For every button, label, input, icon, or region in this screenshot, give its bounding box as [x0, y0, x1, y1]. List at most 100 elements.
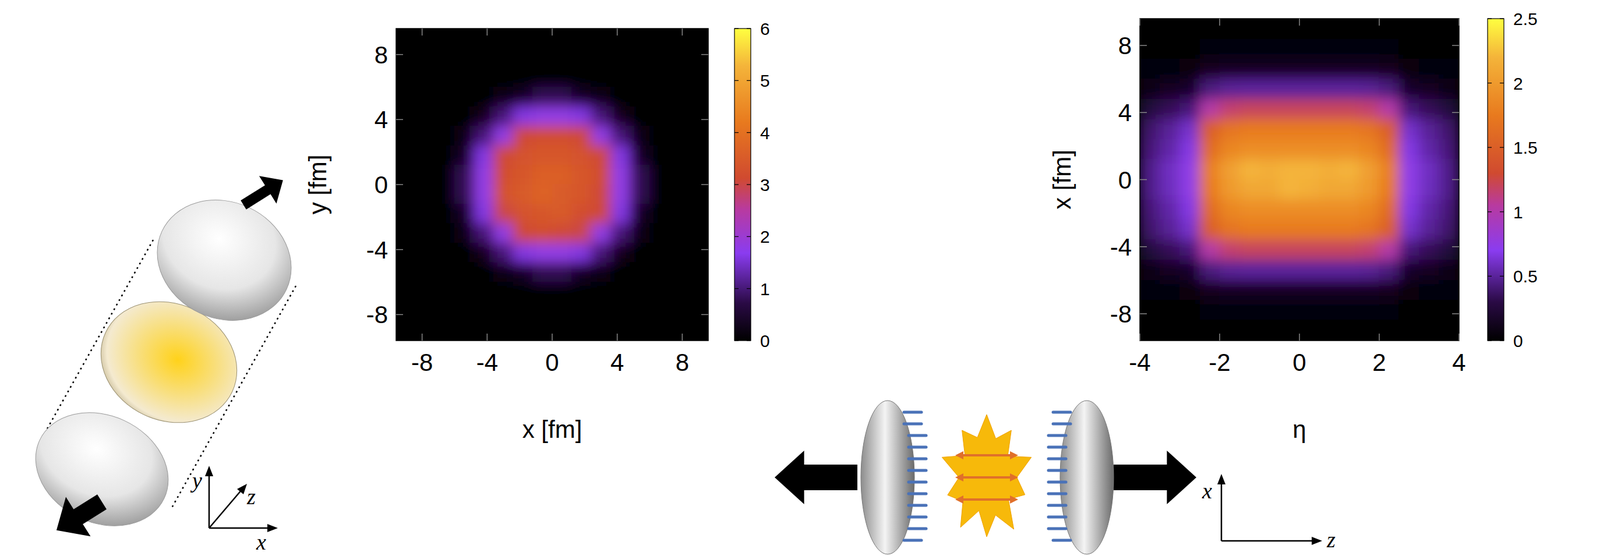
heatmap-cell — [1299, 320, 1320, 341]
heatmap-cell — [1219, 118, 1241, 140]
heatmap-cell — [1358, 299, 1380, 321]
heatmap-cell — [1179, 118, 1200, 140]
heatmap-cell — [474, 125, 495, 147]
heatmap-cell — [552, 203, 573, 225]
heatmap-cell — [552, 262, 573, 284]
heatmap-cell — [1239, 78, 1260, 100]
heatmap-cell — [1199, 58, 1220, 80]
heatmap-cell — [591, 164, 612, 186]
heatmap-cell — [630, 86, 651, 108]
y-tick-label: 4 — [374, 106, 388, 134]
heatmap-cell — [532, 203, 553, 225]
heatmap-cell — [649, 125, 670, 147]
heatmap-cell — [1379, 18, 1400, 40]
x-tick — [682, 333, 684, 341]
axis-letter: y — [189, 468, 203, 493]
heatmap-cell — [610, 184, 631, 206]
heatmap-cell — [1379, 38, 1400, 60]
x-tick-label: 0 — [545, 348, 559, 377]
heatmap-cell — [1438, 139, 1460, 161]
flow-arrow-head — [955, 473, 964, 482]
heatmap-cell — [513, 47, 534, 69]
heatmap-cell — [1358, 139, 1380, 161]
y-tick — [1139, 179, 1147, 181]
heatmap-cell — [571, 203, 592, 225]
heatmap-cell — [688, 106, 709, 127]
field-dash — [908, 481, 927, 485]
heatmap-cell — [1179, 259, 1200, 281]
heatmap-cell — [1399, 179, 1420, 201]
heatmap-cell — [474, 67, 495, 88]
heatmap-cell — [435, 106, 456, 127]
heatmap-cell — [1179, 299, 1200, 321]
heatmap-cell — [610, 67, 631, 88]
x-tick — [1378, 18, 1380, 26]
heatmap-cell — [1438, 280, 1460, 302]
heatmap-cell — [669, 223, 690, 245]
heatmap-cell — [552, 301, 573, 323]
field-dash — [903, 539, 922, 543]
heatmap-cell — [688, 67, 709, 88]
heatmap-cell — [1139, 199, 1161, 221]
heatmap-cell — [1239, 259, 1260, 281]
heatmap-cell — [1259, 58, 1280, 80]
axis-line — [209, 527, 271, 530]
heatmap-cell — [610, 223, 631, 245]
flow-arrow-head — [955, 451, 964, 460]
heatmap-cell — [1259, 199, 1280, 221]
field-dash — [1048, 527, 1066, 531]
heatmap-cell — [688, 320, 709, 341]
colorbar-tick — [746, 236, 751, 238]
heatmap-cell — [1379, 320, 1400, 341]
heatmap-cell — [1139, 159, 1161, 180]
heatmap-cell — [591, 86, 612, 108]
colorbar-tick-label: 3 — [760, 175, 771, 195]
heatmap-cell — [649, 281, 670, 303]
heatmap-cell — [493, 86, 514, 108]
heatmap-cell — [1339, 58, 1360, 80]
flow-arrow-head — [955, 495, 964, 504]
colorbar-tick-label: 1 — [1513, 202, 1524, 222]
heatmap-cell — [435, 281, 456, 303]
heatmap-cell — [571, 145, 592, 166]
heatmap-cell — [435, 28, 456, 49]
heatmap-cell — [1259, 219, 1280, 241]
heatmap-cell — [1139, 18, 1161, 40]
expansion-illustration: xz — [774, 400, 1336, 555]
colorbar-tick-label: 0 — [1513, 331, 1524, 351]
x-tick — [1378, 333, 1380, 341]
heatmap-cell — [1319, 259, 1340, 281]
heatmap-cell — [1379, 139, 1400, 161]
heatmap-cell — [1239, 179, 1260, 201]
heatmap-cell — [1179, 18, 1200, 40]
x-tick — [1458, 333, 1460, 341]
x-tick — [551, 333, 553, 341]
x-tick — [1219, 333, 1221, 341]
flow-arrow — [962, 498, 1012, 501]
colorbar-tick — [1499, 211, 1504, 213]
heatmap-cell — [474, 28, 495, 49]
heatmap-cell — [1179, 199, 1200, 221]
heatmap-cell — [454, 106, 475, 127]
heatmap-cell — [610, 86, 631, 108]
heatmap-cell — [688, 281, 709, 303]
colorbar-tick — [734, 27, 739, 29]
heatmap-cell — [1159, 299, 1181, 321]
heatmap-cell — [649, 184, 670, 206]
heatmap-cell — [1279, 99, 1300, 120]
heatmap-cell — [1339, 299, 1360, 321]
heatmap-cell — [552, 184, 573, 206]
heatmap-cell — [591, 106, 612, 127]
heatmap-cell — [396, 164, 416, 186]
colorbar-tick-label: 6 — [760, 19, 771, 39]
heatmap-cell — [1438, 159, 1460, 180]
heatmap-cell — [1199, 299, 1220, 321]
field-dash — [908, 446, 927, 450]
heatmap-cell — [532, 106, 553, 127]
colorbar-tick-label: 0.5 — [1513, 266, 1538, 286]
heatmap-cell — [669, 106, 690, 127]
field-dash — [908, 516, 927, 519]
heatmap-cell — [1339, 139, 1360, 161]
heatmap-cell — [571, 223, 592, 245]
colorbar-tick — [734, 340, 739, 341]
